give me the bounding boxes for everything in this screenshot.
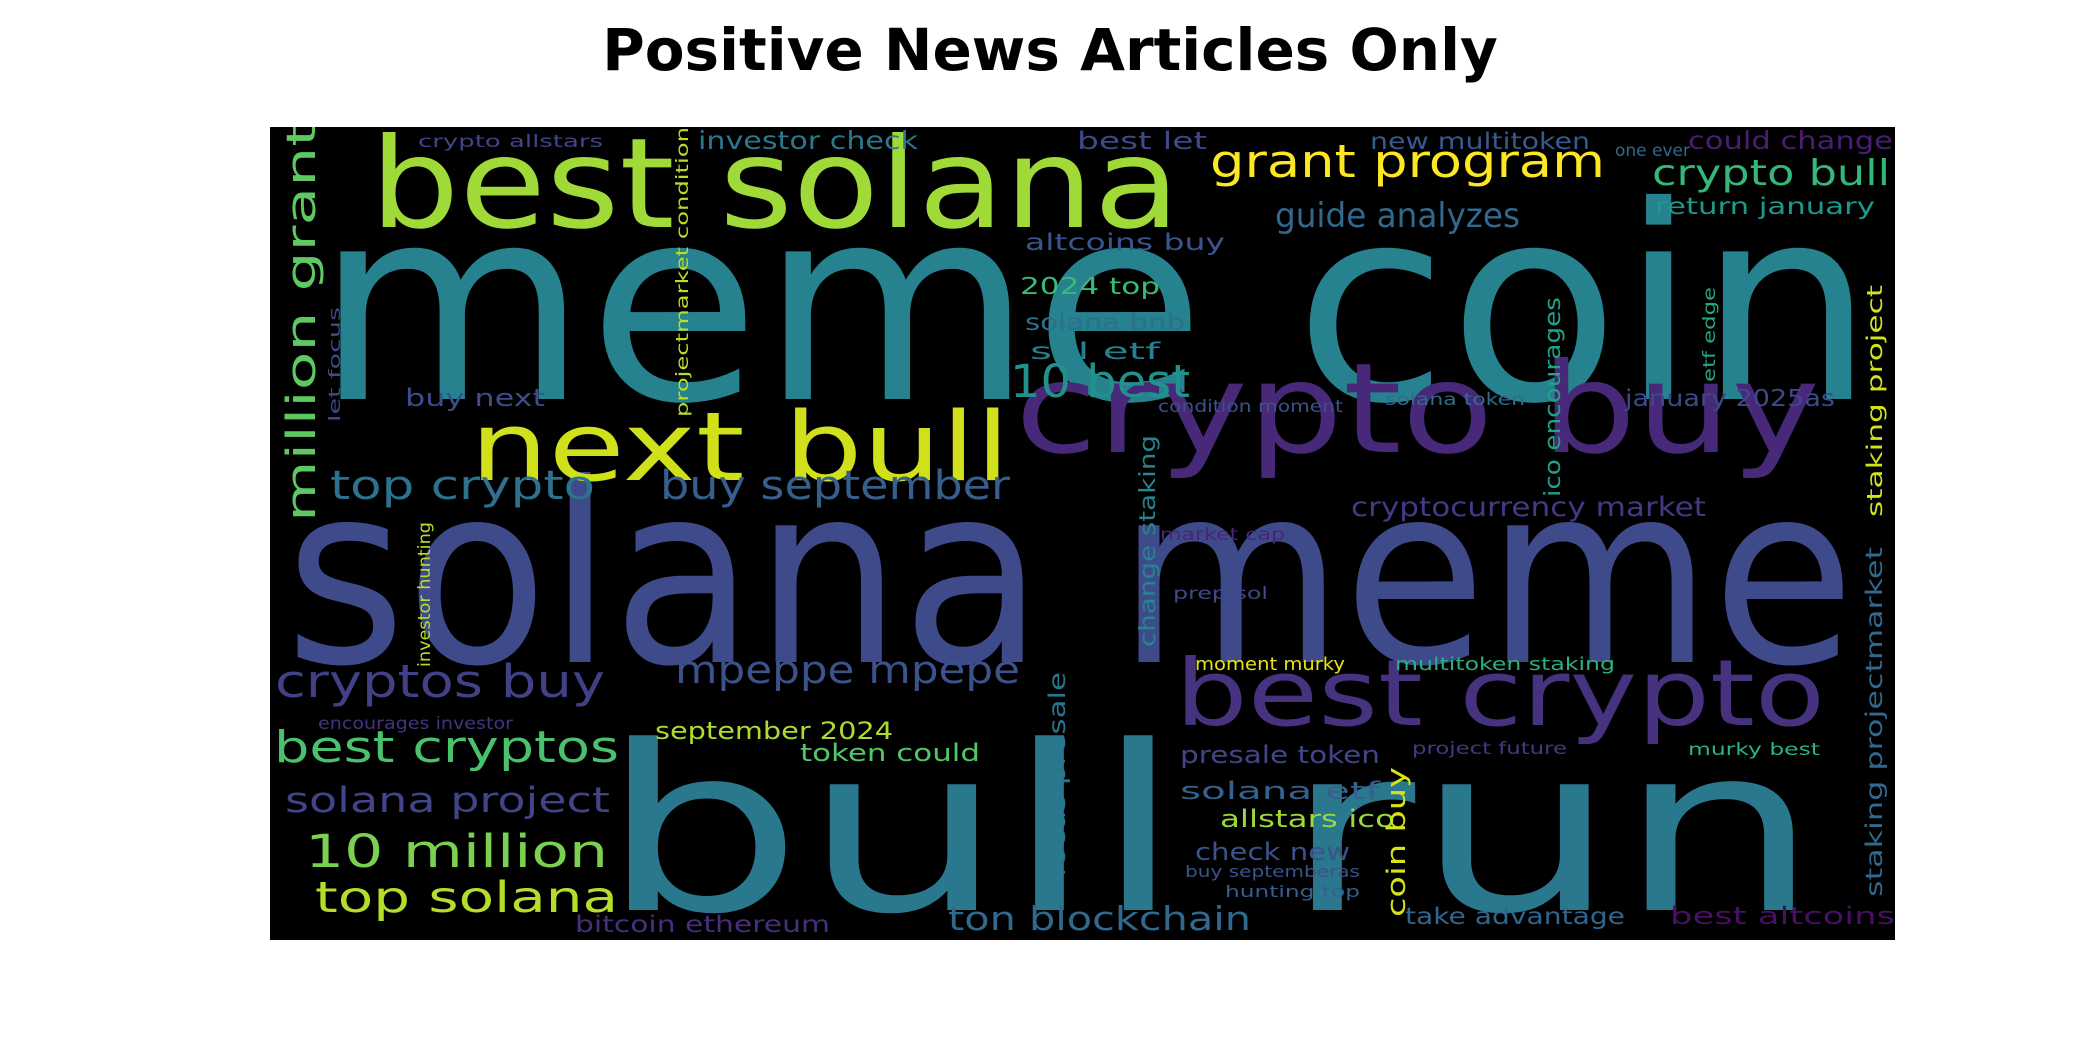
- cloud-word: best altcoins: [1670, 902, 1895, 930]
- cloud-word: september 2024: [655, 717, 893, 745]
- cloud-word: sol etf: [1030, 339, 1162, 365]
- cloud-word: presale token: [1180, 741, 1380, 769]
- cloud-word: 2024 top: [1020, 274, 1160, 300]
- cloud-word: best cryptos: [274, 722, 619, 773]
- cloud-word: best crypto: [1175, 640, 1825, 747]
- cloud-word: return january: [1655, 194, 1875, 220]
- cloud-word: project future: [1412, 739, 1567, 759]
- cloud-word: market cap: [1160, 525, 1285, 545]
- cloud-word: allstars ico: [1220, 805, 1395, 833]
- cloud-word: best let: [1077, 127, 1207, 155]
- cloud-word: 10 best: [1010, 355, 1190, 408]
- cloud-word: staking project: [1863, 285, 1887, 517]
- cloud-word: prep sol: [1173, 584, 1268, 604]
- cloud-word: best solana: [370, 127, 1180, 257]
- cloud-word: crypto allstars: [418, 132, 603, 152]
- cloud-word: grant program: [1210, 135, 1605, 188]
- cloud-word: token could: [800, 739, 980, 767]
- cloud-word: guide analyzes: [1275, 196, 1520, 236]
- cloud-word: ton blockchain: [948, 899, 1251, 938]
- cloud-word: meme coin: [315, 148, 1875, 463]
- cloud-word: ico encourages: [1541, 297, 1566, 497]
- cloud-word: cryptocurrency market: [1351, 492, 1706, 523]
- cloud-word: solana project: [285, 781, 610, 821]
- cloud-word: buy septemberas: [1185, 862, 1360, 881]
- cloud-word: investor check: [698, 127, 919, 155]
- cloud-word: hunting top: [1225, 882, 1360, 901]
- cloud-word: one ever: [1615, 141, 1690, 161]
- cloud-word: encourages investor: [318, 714, 513, 734]
- cloud-word: solana etf: [1180, 777, 1381, 805]
- cloud-word: top solana: [315, 873, 618, 923]
- cloud-word: coin buy: [1382, 767, 1412, 917]
- cloud-word: buy next: [405, 384, 545, 412]
- cloud-word: crypto buy: [1015, 337, 1820, 482]
- cloud-word: buy september: [660, 463, 1011, 509]
- cloud-word: let focus: [325, 307, 344, 422]
- cloud-word: solana token: [1385, 390, 1525, 410]
- cloud-word: new multitoken: [1370, 129, 1590, 155]
- word-cloud: meme coin solana meme bull run best solana c…: [270, 127, 1895, 940]
- cloud-word: solana bnb: [1025, 310, 1185, 336]
- cloud-word: could change: [1688, 127, 1893, 155]
- cloud-word: projectmarket condition: [673, 127, 693, 417]
- cloud-word: moment murky: [1195, 654, 1345, 675]
- cloud-word: 10 million: [305, 825, 608, 878]
- cloud-word: check new: [1195, 838, 1350, 866]
- cloud-word: take advantage: [1405, 904, 1625, 930]
- cloud-word: january 2025as: [1624, 386, 1835, 412]
- cloud-word: top crypto: [330, 463, 595, 509]
- cloud-word: etf edge: [1700, 287, 1720, 382]
- cloud-word: change staking: [1136, 435, 1161, 647]
- cloud-word: crypto bull: [1652, 153, 1890, 194]
- cloud-word: next bull: [470, 393, 1010, 503]
- cloud-word: multitoken staking: [1395, 654, 1615, 675]
- cloud-word: condition moment: [1158, 397, 1343, 417]
- cloud-word: altcoins buy: [1025, 230, 1225, 256]
- cloud-word: focus presale: [1045, 672, 1071, 877]
- cloud-word: staking projectmarket: [1862, 547, 1888, 897]
- cloud-word: investor hunting: [415, 522, 435, 667]
- cloud-word: murky best: [1688, 740, 1820, 760]
- page-title: Positive News Articles Only: [602, 16, 1498, 84]
- cloud-word: bull run: [600, 698, 1820, 940]
- cloud-word: million grant: [279, 127, 325, 522]
- cloud-word: solana meme: [285, 430, 1855, 721]
- cloud-word: cryptos buy: [275, 655, 605, 708]
- cloud-word: bitcoin ethereum: [575, 912, 830, 938]
- cloud-word: mpeppe mpepe: [675, 648, 1020, 692]
